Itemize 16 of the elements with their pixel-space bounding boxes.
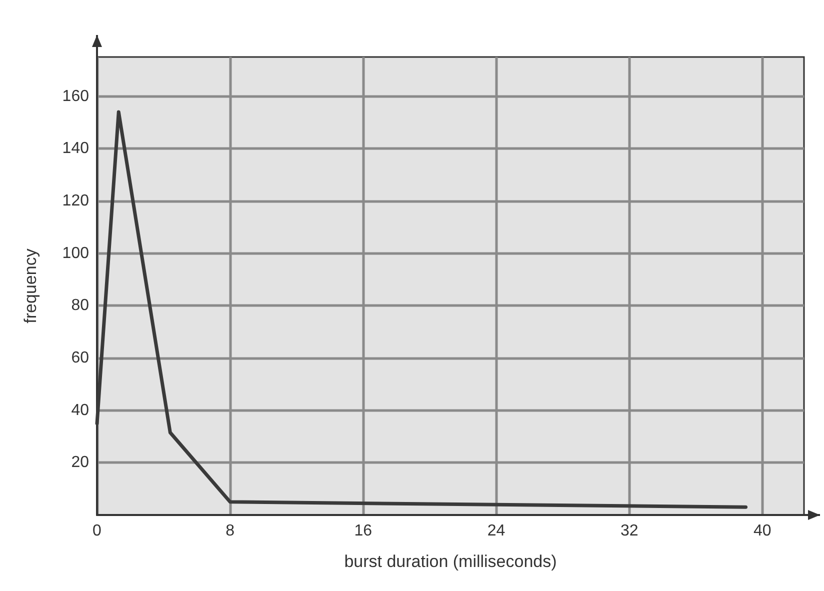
y-tick-label: 100 xyxy=(62,244,90,262)
y-tick-label: 40 xyxy=(71,402,90,419)
y-axis-title: frequency xyxy=(21,248,40,324)
x-tick-label: 8 xyxy=(226,522,235,540)
y-tick-label: 60 xyxy=(71,349,90,366)
y-tick-label: 80 xyxy=(71,297,90,314)
y-tick-label: 160 xyxy=(62,88,90,105)
x-tick-label: 0 xyxy=(92,522,102,540)
x-tick-label: 16 xyxy=(354,522,372,540)
y-tick-label: 120 xyxy=(62,192,90,210)
x-tick-label: 32 xyxy=(620,522,638,540)
x-axis-title: burst duration (milliseconds) xyxy=(344,552,557,571)
x-tick-label: 40 xyxy=(754,522,772,540)
y-tick-label: 140 xyxy=(62,140,90,158)
y-tick-label: 20 xyxy=(71,454,90,472)
x-tick-label: 24 xyxy=(487,522,506,540)
